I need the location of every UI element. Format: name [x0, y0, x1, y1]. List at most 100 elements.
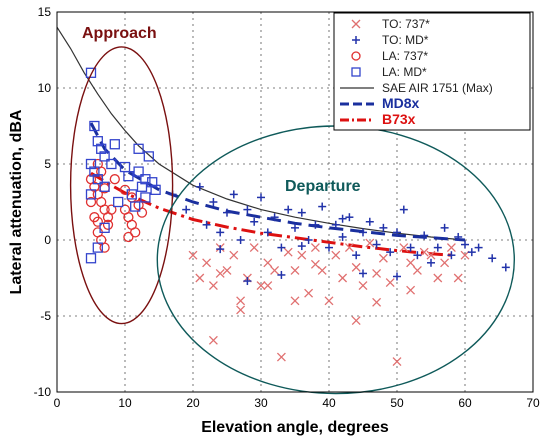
x-marker-stroke: [453, 273, 463, 283]
x-marker: [304, 288, 314, 298]
x-marker-stroke: [372, 268, 382, 278]
x-tick-label: 20: [186, 396, 200, 410]
x-marker: [249, 243, 259, 253]
x-marker: [208, 281, 218, 291]
x-marker-stroke: [195, 273, 205, 283]
square-marker: [106, 158, 117, 170]
x-marker-stroke: [419, 247, 429, 257]
plot-area: [56, 26, 515, 395]
legend-label: LA: 737*: [382, 49, 428, 63]
square-marker: [85, 253, 97, 264]
legend-label: LA: MD*: [382, 65, 427, 79]
x-marker: [419, 247, 429, 257]
x-marker-stroke: [338, 273, 348, 283]
x-marker: [297, 250, 307, 260]
x-marker-stroke: [208, 335, 218, 345]
plot-frame: [56, 11, 534, 393]
plus-marker: [297, 208, 306, 217]
x-tick-label: 30: [254, 396, 268, 410]
x-tick-label: 40: [322, 396, 336, 410]
plus-marker: [236, 236, 245, 244]
x-marker: [290, 265, 300, 275]
x-marker-stroke: [378, 253, 388, 263]
x-marker: [344, 243, 354, 253]
axis-ticks: 0 10 20 30 40 50 60 70 -10 -5 0 5 10 15: [34, 5, 540, 410]
square-marker: [150, 184, 161, 195]
x-marker: [351, 262, 361, 272]
plus-marker: [474, 243, 483, 252]
square-marker: [89, 166, 100, 177]
square-marker: [85, 189, 97, 200]
x-tick-label: 10: [118, 396, 132, 410]
x-marker: [372, 297, 382, 307]
x-marker: [358, 281, 368, 291]
circle-marker: [85, 196, 97, 208]
plus-marker: [393, 272, 401, 281]
x-marker: [229, 250, 239, 260]
x-marker-stroke: [249, 243, 259, 253]
x-marker-stroke: [290, 296, 300, 306]
x-marker: [290, 296, 300, 306]
x-marker: [426, 250, 436, 260]
plus-marker: [399, 205, 408, 214]
circle-marker: [99, 242, 110, 253]
x-marker: [433, 273, 443, 283]
x-marker-stroke: [276, 352, 286, 362]
circle-marker: [123, 231, 134, 243]
plus-marker: [195, 182, 204, 191]
plus-marker: [427, 258, 435, 267]
square-marker: [99, 222, 110, 233]
x-marker: [372, 268, 382, 278]
square-marker: [140, 174, 151, 185]
square-marker: [85, 158, 97, 170]
x-marker: [324, 296, 334, 306]
x-marker-stroke: [188, 250, 198, 260]
x-marker: [236, 305, 246, 315]
x-marker: [195, 273, 205, 283]
circle-marker: [96, 166, 107, 177]
square-marker: [109, 139, 120, 150]
plus-marker: [420, 231, 429, 240]
plus-marker: [284, 205, 293, 214]
plus-marker: [243, 277, 252, 286]
plus-marker: [223, 208, 231, 217]
x-marker: [310, 243, 320, 253]
square-marker: [351, 67, 361, 77]
x-marker-stroke: [331, 250, 341, 260]
plus-marker: [297, 242, 306, 251]
plus-marker: [386, 248, 395, 257]
circle-marker: [351, 51, 361, 61]
legend-entries: TO: 737* TO: MD* LA: 737* LA: MD* SAE AIR 17…: [340, 17, 493, 127]
plus-marker: [270, 213, 279, 222]
square-marker: [143, 151, 154, 162]
x-marker-stroke: [297, 250, 307, 260]
x-marker-stroke: [406, 285, 416, 295]
plus-marker: [216, 245, 225, 254]
x-marker-stroke: [263, 281, 273, 291]
plus-marker: [318, 202, 327, 211]
square-marker: [92, 174, 103, 185]
plus-marker: [461, 240, 469, 249]
x-marker: [460, 250, 470, 260]
legend-label: TO: 737*: [382, 17, 430, 31]
x-marker-stroke: [310, 243, 320, 253]
square-marker: [113, 196, 124, 208]
circle-marker: [106, 204, 117, 215]
plus-marker: [379, 223, 388, 232]
x-marker-stroke: [392, 357, 402, 367]
x-marker: [263, 281, 273, 291]
plus-marker: [352, 251, 361, 260]
x-marker-stroke: [236, 305, 246, 315]
x-marker-stroke: [256, 281, 266, 291]
x-marker-stroke: [372, 297, 382, 307]
approach-ellipse: [69, 46, 174, 325]
x-marker: [208, 335, 218, 345]
x-axis-label: Elevation angle, degrees: [201, 419, 389, 436]
x-marker: [202, 258, 212, 268]
x-marker: [385, 278, 395, 288]
plus-marker: [406, 243, 415, 252]
x-marker: [453, 273, 463, 283]
x-marker-stroke: [385, 278, 395, 288]
square-marker: [133, 166, 144, 177]
x-marker: [399, 243, 409, 253]
